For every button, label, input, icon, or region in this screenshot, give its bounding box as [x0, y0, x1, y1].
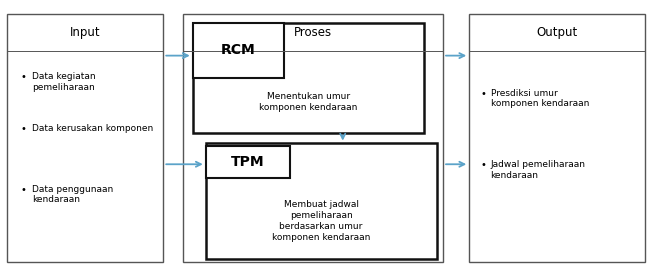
Text: Proses: Proses [294, 26, 332, 39]
Text: •: • [481, 160, 487, 170]
Text: Jadwal pemeliharaan
kendaraan: Jadwal pemeliharaan kendaraan [490, 160, 585, 180]
FancyBboxPatch shape [205, 146, 290, 178]
Text: Output: Output [537, 26, 578, 39]
Text: Data kegiatan
pemeliharaan: Data kegiatan pemeliharaan [32, 72, 96, 92]
FancyBboxPatch shape [7, 14, 164, 262]
FancyBboxPatch shape [192, 23, 284, 78]
Text: •: • [481, 89, 487, 99]
Text: •: • [20, 124, 26, 134]
Text: Data kerusakan komponen: Data kerusakan komponen [32, 124, 153, 133]
Text: •: • [20, 185, 26, 195]
Text: Menentukan umur
komponen kendaraan: Menentukan umur komponen kendaraan [259, 92, 357, 112]
Text: Membuat jadwal
pemeliharaan
berdasarkan umur
komponen kendaraan: Membuat jadwal pemeliharaan berdasarkan … [272, 200, 370, 242]
FancyBboxPatch shape [183, 14, 443, 262]
FancyBboxPatch shape [469, 14, 645, 262]
Text: •: • [20, 72, 26, 82]
Text: RCM: RCM [221, 43, 256, 57]
FancyBboxPatch shape [192, 23, 424, 132]
Text: Data penggunaan
kendaraan: Data penggunaan kendaraan [32, 185, 113, 205]
FancyBboxPatch shape [205, 144, 437, 259]
Text: Presdiksi umur
komponen kendaraan: Presdiksi umur komponen kendaraan [490, 89, 589, 108]
Text: Input: Input [70, 26, 100, 39]
Text: TPM: TPM [231, 155, 265, 169]
